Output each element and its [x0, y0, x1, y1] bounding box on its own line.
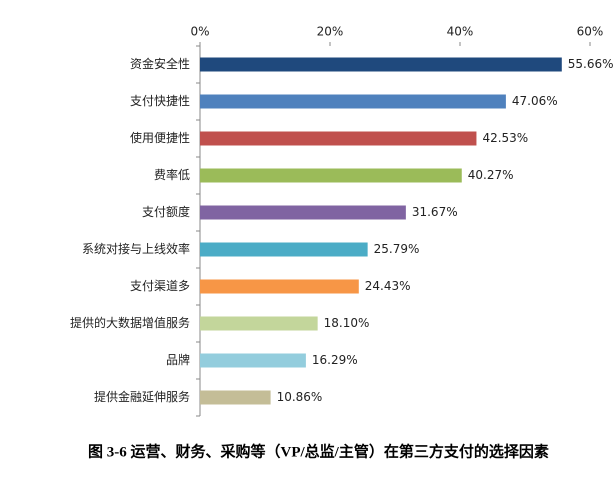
x-tick-label: 20% [317, 25, 344, 39]
x-tick-label: 0% [190, 25, 209, 39]
y-tick-label: 支付渠道多 [130, 279, 190, 293]
value-label: 47.06% [512, 94, 558, 108]
bar [200, 242, 368, 257]
bar [200, 94, 506, 109]
y-tick-label: 提供金融延伸服务 [94, 389, 190, 404]
bar [200, 205, 406, 220]
y-tick-label: 支付快捷性 [130, 94, 190, 108]
bar [200, 57, 562, 72]
bar [200, 279, 359, 294]
y-tick-label: 支付额度 [142, 204, 190, 219]
value-label: 18.10% [324, 316, 370, 330]
bar [200, 316, 318, 331]
y-tick-label: 系统对接与上线效率 [82, 241, 190, 256]
y-tick-label: 资金安全性 [130, 56, 190, 71]
value-label: 25.79% [374, 242, 420, 256]
y-tick-label: 使用便捷性 [130, 130, 190, 145]
value-label: 16.29% [312, 353, 358, 367]
value-label: 24.43% [365, 279, 411, 293]
bar [200, 353, 306, 368]
bar [200, 168, 462, 183]
value-label: 55.66% [568, 57, 614, 71]
bar [200, 131, 477, 146]
x-tick-label: 60% [577, 25, 604, 39]
bar [200, 390, 271, 405]
y-tick-label: 提供的大数据增值服务 [70, 315, 190, 330]
value-label: 10.86% [277, 390, 323, 404]
x-tick-label: 40% [447, 25, 474, 39]
y-tick-label: 品牌 [166, 353, 190, 367]
value-label: 40.27% [468, 168, 514, 182]
value-label: 42.53% [482, 131, 528, 145]
y-tick-label: 费率低 [154, 167, 190, 182]
chart-title: 图 3-6 运营、财务、采购等（VP/总监/主管）在第三方支付的选择因素 [88, 442, 549, 460]
value-label: 31.67% [412, 205, 458, 219]
